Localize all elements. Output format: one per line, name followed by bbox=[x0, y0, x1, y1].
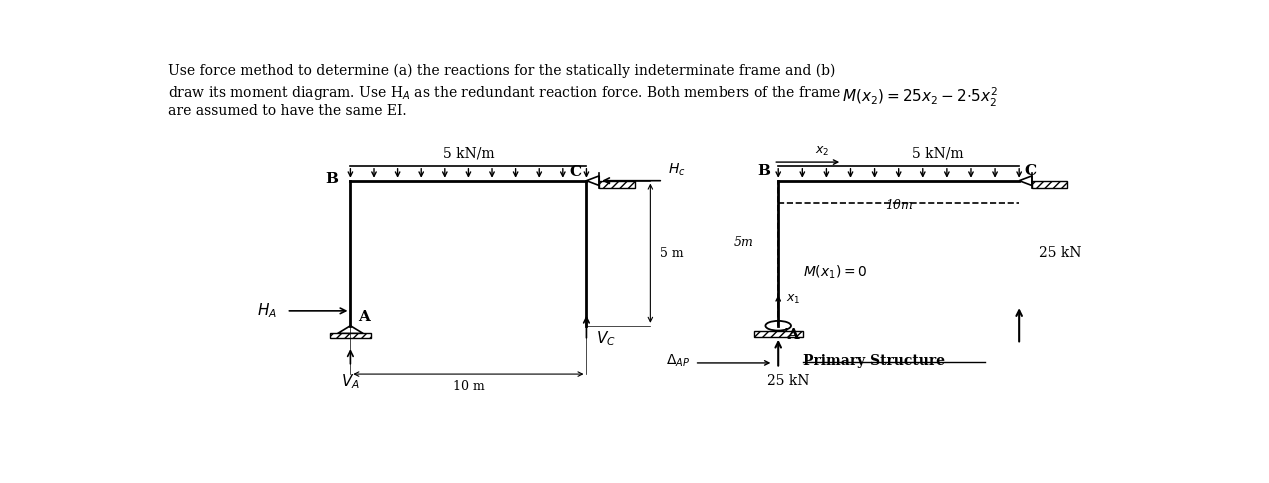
Text: 5 kN/m: 5 kN/m bbox=[443, 146, 494, 160]
Text: $V_A$: $V_A$ bbox=[341, 372, 360, 391]
Text: $x_1$: $x_1$ bbox=[786, 293, 801, 306]
Text: 10m: 10m bbox=[884, 199, 912, 213]
Polygon shape bbox=[599, 181, 634, 188]
Text: C: C bbox=[570, 165, 581, 179]
Text: 10 m: 10 m bbox=[453, 380, 485, 393]
Text: draw its moment diagram. Use H$_A$ as the redundant reaction force. Both members: draw its moment diagram. Use H$_A$ as th… bbox=[169, 84, 841, 102]
Text: 25 kN: 25 kN bbox=[1039, 246, 1081, 260]
Text: 'A: 'A bbox=[783, 327, 799, 341]
Text: $H_c$: $H_c$ bbox=[667, 161, 685, 178]
Polygon shape bbox=[1032, 181, 1067, 188]
Text: $H_A$: $H_A$ bbox=[256, 301, 277, 320]
Text: B: B bbox=[326, 172, 339, 186]
Text: B: B bbox=[758, 164, 770, 178]
Text: $M(x_2)= 25x_2-2{\cdot}5x_2^2$: $M(x_2)= 25x_2-2{\cdot}5x_2^2$ bbox=[843, 85, 999, 109]
Text: $M(x_1)=0$: $M(x_1)=0$ bbox=[803, 264, 867, 281]
Text: $V_C$: $V_C$ bbox=[596, 329, 615, 348]
Polygon shape bbox=[754, 330, 803, 337]
Text: $\Delta_{AP}$: $\Delta_{AP}$ bbox=[665, 353, 690, 369]
Text: are assumed to have the same EI.: are assumed to have the same EI. bbox=[169, 104, 407, 118]
Text: 5 m: 5 m bbox=[660, 247, 684, 260]
Text: 5m: 5m bbox=[733, 236, 754, 249]
Polygon shape bbox=[330, 333, 371, 338]
Text: $x_2$: $x_2$ bbox=[815, 145, 830, 158]
Text: C: C bbox=[1024, 164, 1037, 178]
Text: 25 kN: 25 kN bbox=[766, 374, 810, 388]
Text: A: A bbox=[358, 310, 371, 324]
Text: 5 kN/m: 5 kN/m bbox=[912, 146, 964, 160]
Text: Use force method to determine (a) the reactions for the statically indeterminate: Use force method to determine (a) the re… bbox=[169, 64, 836, 78]
Text: Primary Structure: Primary Structure bbox=[803, 354, 945, 368]
